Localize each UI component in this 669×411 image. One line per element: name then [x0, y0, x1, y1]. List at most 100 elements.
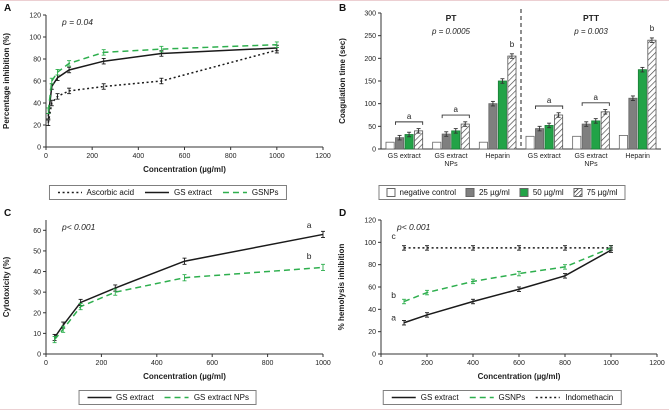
ascorbic-acid-line-swatch [57, 191, 82, 194]
svg-text:100: 100 [364, 101, 376, 108]
svg-text:250: 250 [364, 33, 376, 40]
svg-text:0: 0 [44, 360, 48, 367]
svg-text:200: 200 [421, 360, 433, 367]
svg-text:Percentage inhibition (%): Percentage inhibition (%) [2, 33, 11, 129]
legend-label: Ascorbic acid [86, 188, 135, 197]
svg-text:400: 400 [132, 153, 144, 160]
svg-text:GS extract: GS extract [574, 153, 607, 160]
legend-label: GSNPs [498, 393, 526, 402]
svg-text:a: a [407, 112, 412, 121]
50-g-ml-swatch [519, 188, 529, 197]
svg-text:GS extract: GS extract [434, 153, 467, 160]
gs-extract-line-swatch [87, 396, 112, 399]
panel-a-legend: Ascorbic acid GS extract GSNPs [48, 185, 287, 200]
25-g-ml-swatch [465, 188, 475, 197]
panel-b-letter: B [339, 3, 347, 14]
svg-text:0: 0 [372, 352, 376, 359]
gsnps-line-swatch [469, 396, 494, 399]
svg-text:100: 100 [364, 240, 376, 247]
svg-text:40: 40 [368, 307, 376, 314]
legend-label: negative control [399, 188, 456, 197]
legend-item-negative-control: negative control [386, 188, 456, 197]
svg-text:Concentration (µg/ml): Concentration (µg/ml) [143, 165, 226, 174]
svg-text:0: 0 [372, 147, 376, 154]
svg-text:600: 600 [179, 153, 191, 160]
svg-text:GS extract: GS extract [388, 153, 421, 160]
svg-text:b: b [650, 24, 655, 33]
svg-text:50: 50 [368, 124, 376, 131]
svg-text:p< 0.001: p< 0.001 [396, 222, 431, 232]
svg-text:200: 200 [96, 360, 108, 367]
legend-item-gsnps: GSNPs [469, 393, 526, 402]
svg-text:1200: 1200 [649, 360, 665, 367]
legend-label: GS extract NPs [193, 393, 249, 402]
svg-text:600: 600 [513, 360, 525, 367]
panel-c-letter: C [4, 208, 12, 219]
svg-text:p = 0.003: p = 0.003 [573, 27, 608, 36]
svg-text:p = 0.0005: p = 0.0005 [431, 27, 471, 36]
svg-text:0: 0 [44, 153, 48, 160]
svg-text:400: 400 [467, 360, 479, 367]
svg-text:120: 120 [364, 218, 376, 225]
legend-label: GSNPs [251, 188, 279, 197]
panel-d-letter: D [339, 208, 347, 219]
svg-text:1200: 1200 [315, 153, 331, 160]
svg-text:NPs: NPs [584, 161, 598, 168]
legend-label: 75 µg/ml [586, 188, 618, 197]
svg-text:1000: 1000 [269, 153, 285, 160]
svg-text:200: 200 [86, 153, 98, 160]
gs-extract-line-swatch [145, 191, 170, 194]
svg-text:40: 40 [33, 269, 41, 276]
svg-text:c: c [392, 231, 397, 241]
svg-text:50: 50 [33, 248, 41, 255]
panel-a-antioxidant: A 0 200 400 600 800 1000 1200 0 20 40 60 80 100 120 Co… [0, 1, 335, 206]
panel-c-cytotoxicity: C 0 200 400 600 800 1000 0 10 20 30 40 50 60 Concentr… [0, 206, 335, 411]
svg-text:1000: 1000 [603, 360, 619, 367]
svg-text:0: 0 [37, 352, 41, 359]
svg-text:p< 0.001: p< 0.001 [61, 222, 96, 232]
svg-text:% hemolysis inhibition: % hemolysis inhibition [337, 244, 346, 331]
svg-text:PT: PT [446, 13, 458, 23]
svg-text:Coagulation time (sec): Coagulation time (sec) [338, 38, 347, 124]
svg-text:20: 20 [368, 329, 376, 336]
svg-text:NPs: NPs [444, 161, 458, 168]
svg-text:a: a [547, 96, 552, 105]
panel-c-legend: GS extract GS extract NPs [78, 390, 257, 405]
svg-text:Concentration (µg/ml): Concentration (µg/ml) [478, 372, 561, 381]
svg-text:30: 30 [33, 290, 41, 297]
svg-text:a: a [391, 313, 396, 323]
svg-text:80: 80 [368, 262, 376, 269]
svg-text:10: 10 [33, 331, 41, 338]
svg-text:600: 600 [206, 360, 218, 367]
svg-text:60: 60 [33, 79, 41, 86]
panel-b-coagulation: B 0 50 100 150 200 250 300 Coagulation time (se… [335, 1, 669, 206]
legend-item-indomethacin: Indomethacin [535, 393, 613, 402]
svg-text:p = 0.04: p = 0.04 [61, 17, 93, 27]
legend-item-gs-extract-nps: GS extract NPs [164, 393, 249, 402]
panel-d-legend: GS extract GSNPs Indomethacin [382, 390, 622, 405]
svg-text:60: 60 [33, 228, 41, 235]
svg-text:20: 20 [33, 310, 41, 317]
negative-control-swatch [386, 188, 396, 197]
svg-text:800: 800 [225, 153, 237, 160]
svg-text:Concentration (µg/ml): Concentration (µg/ml) [143, 372, 226, 381]
legend-label: 25 µg/ml [478, 188, 510, 197]
panel-b-legend: negative control 25 µg/ml 50 µg/ml 75 µg/ml [378, 185, 626, 200]
legend-item-gs-extract: GS extract [144, 188, 212, 197]
svg-text:b: b [307, 251, 312, 261]
legend-label: GS extract [174, 188, 212, 197]
legend-label: Indomethacin [565, 393, 614, 402]
svg-text:80: 80 [33, 57, 41, 64]
svg-text:0: 0 [37, 145, 41, 152]
svg-text:1000: 1000 [315, 360, 331, 367]
svg-text:a: a [307, 220, 312, 230]
cytotoxicity-line-chart: 0 200 400 600 800 1000 0 10 20 30 40 50 60 Concentrat… [2, 220, 331, 381]
legend-item-ascorbic-acid: Ascorbic acid [56, 188, 134, 197]
legend-item-75-g-ml: 75 µg/ml [573, 188, 618, 197]
svg-text:120: 120 [29, 13, 41, 20]
svg-text:b: b [510, 40, 515, 49]
panel-a-letter: A [4, 3, 12, 14]
75-g-ml-swatch [573, 188, 583, 197]
svg-text:40: 40 [33, 101, 41, 108]
svg-text:800: 800 [262, 360, 274, 367]
